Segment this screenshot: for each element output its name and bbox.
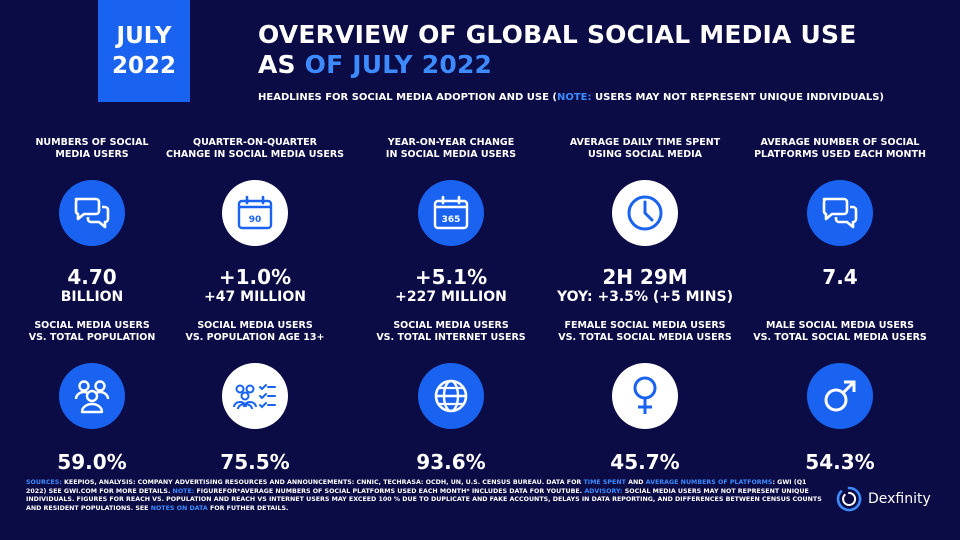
title-accent: OF JULY 2022	[304, 50, 493, 79]
footer-time-spent: TIME SPENT	[583, 479, 626, 486]
male-symbol-icon	[807, 363, 873, 429]
brand-logo: Dexfinity	[836, 486, 931, 512]
stat-label: AVERAGE DAILY TIME SPENT USING SOCIAL ME…	[569, 137, 721, 160]
stat-value: 54.3%	[805, 450, 875, 474]
stat-value: 2H 29M	[602, 265, 688, 289]
calendar-number: 365	[442, 215, 461, 225]
footer-text: AND	[625, 479, 646, 486]
footer-text: FOR FUTHER DETAILS.	[207, 504, 289, 512]
chat-bubbles-icon	[807, 180, 873, 246]
page-subtitle: HEADLINES FOR SOCIAL MEDIA ADOPTION AND …	[258, 92, 884, 103]
stat-sub: +47 MILLION	[204, 289, 306, 305]
clock-icon	[612, 180, 678, 246]
page-title: OVERVIEW OF GLOBAL SOCIAL MEDIA USE AS O…	[258, 20, 856, 80]
stat-value: 7.4	[822, 265, 858, 289]
stat-label: AVERAGE NUMBER OF SOCIAL PLATFORMS USED …	[754, 137, 926, 160]
stat-label: NUMBERS OF SOCIAL MEDIA USERS	[35, 137, 149, 160]
stat-vs-age13: SOCIAL MEDIA USERS VS. POPULATION AGE 13…	[160, 320, 350, 474]
stat-avg-platforms: AVERAGE NUMBER OF SOCIAL PLATFORMS USED …	[745, 137, 935, 289]
calendar-icon: 365	[418, 180, 484, 246]
stat-label: SOCIAL MEDIA USERS VS. TOTAL INTERNET US…	[376, 320, 526, 343]
calendar-icon: 90	[222, 180, 288, 246]
footer-text: KEEPIOS, ANALYSIS: COMPANY ADVERTISING R…	[61, 479, 584, 486]
stat-label: QUARTER-ON-QUARTER CHANGE IN SOCIAL MEDI…	[166, 137, 344, 160]
footer-note-label: NOTE:	[172, 487, 195, 495]
stat-label: MALE SOCIAL MEDIA USERS VS. TOTAL SOCIAL…	[753, 320, 927, 343]
globe-icon	[418, 363, 484, 429]
footer-text: FIGUREFOR*AVERAGE NUMBERS OF SOCIAL PLAT…	[194, 487, 585, 495]
stat-yoy-change: YEAR-ON-YEAR CHANGE IN SOCIAL MEDIA USER…	[356, 137, 546, 305]
chat-bubbles-icon	[59, 180, 125, 246]
stat-value: 93.6%	[416, 450, 486, 474]
stat-sub: YOY: +3.5% (+5 MINS)	[557, 289, 733, 305]
brand-name: Dexfinity	[868, 491, 931, 507]
stat-value: 75.5%	[220, 450, 290, 474]
stat-label: FEMALE SOCIAL MEDIA USERS VS. TOTAL SOCI…	[558, 320, 732, 343]
footer-notes-on-data-link[interactable]: NOTES ON DATA	[150, 504, 208, 512]
badge-month: JULY	[116, 23, 172, 49]
title-line2: AS OF JULY 2022	[258, 50, 856, 80]
stat-label: SOCIAL MEDIA USERS VS. TOTAL POPULATION	[28, 320, 156, 343]
stat-vs-population: SOCIAL MEDIA USERS VS. TOTAL POPULATION …	[0, 320, 187, 474]
calendar-number: 90	[249, 215, 262, 225]
subtitle-prefix: HEADLINES FOR SOCIAL MEDIA ADOPTION AND …	[258, 92, 557, 103]
badge-year: 2022	[111, 53, 176, 79]
stat-sub: +227 MILLION	[395, 289, 507, 305]
stat-daily-time: AVERAGE DAILY TIME SPENT USING SOCIAL ME…	[550, 137, 740, 305]
footer-avg-platforms: AVERAGE NUMBERS OF PLATFORMS	[645, 479, 773, 486]
footer-text: : GWI (Q1 2022) SEE GWI.COM FOR MORE DET…	[26, 479, 807, 495]
stat-value: +1.0%	[218, 265, 292, 289]
people-checklist-icon	[222, 363, 288, 429]
date-badge: JULY 2022	[98, 0, 190, 102]
stat-label: SOCIAL MEDIA USERS VS. POPULATION AGE 13…	[185, 320, 325, 343]
stat-qoq-change: QUARTER-ON-QUARTER CHANGE IN SOCIAL MEDI…	[160, 137, 350, 305]
subtitle-note: NOTE:	[556, 92, 592, 103]
footer-advisory-label: ADVISORY:	[584, 487, 623, 495]
title-line1: OVERVIEW OF GLOBAL SOCIAL MEDIA USE	[258, 20, 857, 49]
footer-text: SOCIAL MEDIA USERS MAY NOT REPRESENT UNI…	[26, 487, 822, 512]
stat-value: 45.7%	[610, 450, 680, 474]
stat-vs-internet: SOCIAL MEDIA USERS VS. TOTAL INTERNET US…	[356, 320, 546, 474]
stat-male-users: MALE SOCIAL MEDIA USERS VS. TOTAL SOCIAL…	[745, 320, 935, 474]
people-icon	[59, 363, 125, 429]
dexfinity-logo-icon	[836, 486, 862, 512]
stat-social-users: NUMBERS OF SOCIAL MEDIA USERS 4.70 BILLI…	[0, 137, 187, 305]
subtitle-suffix: USERS MAY NOT REPRESENT UNIQUE INDIVIDUA…	[591, 92, 884, 103]
female-symbol-icon	[612, 363, 678, 429]
stat-sub: BILLION	[60, 289, 124, 305]
stat-value: 4.70	[67, 265, 117, 289]
stat-value: 59.0%	[57, 450, 127, 474]
stat-value: +5.1%	[414, 265, 488, 289]
stat-label: YEAR-ON-YEAR CHANGE IN SOCIAL MEDIA USER…	[385, 137, 517, 160]
stat-female-users: FEMALE SOCIAL MEDIA USERS VS. TOTAL SOCI…	[550, 320, 740, 474]
footer-sources-label: SOURCES:	[26, 479, 62, 486]
title-prefix: AS	[258, 50, 305, 79]
footer-notes: SOURCES: KEEPIOS, ANALYSIS: COMPANY ADVE…	[26, 479, 826, 513]
